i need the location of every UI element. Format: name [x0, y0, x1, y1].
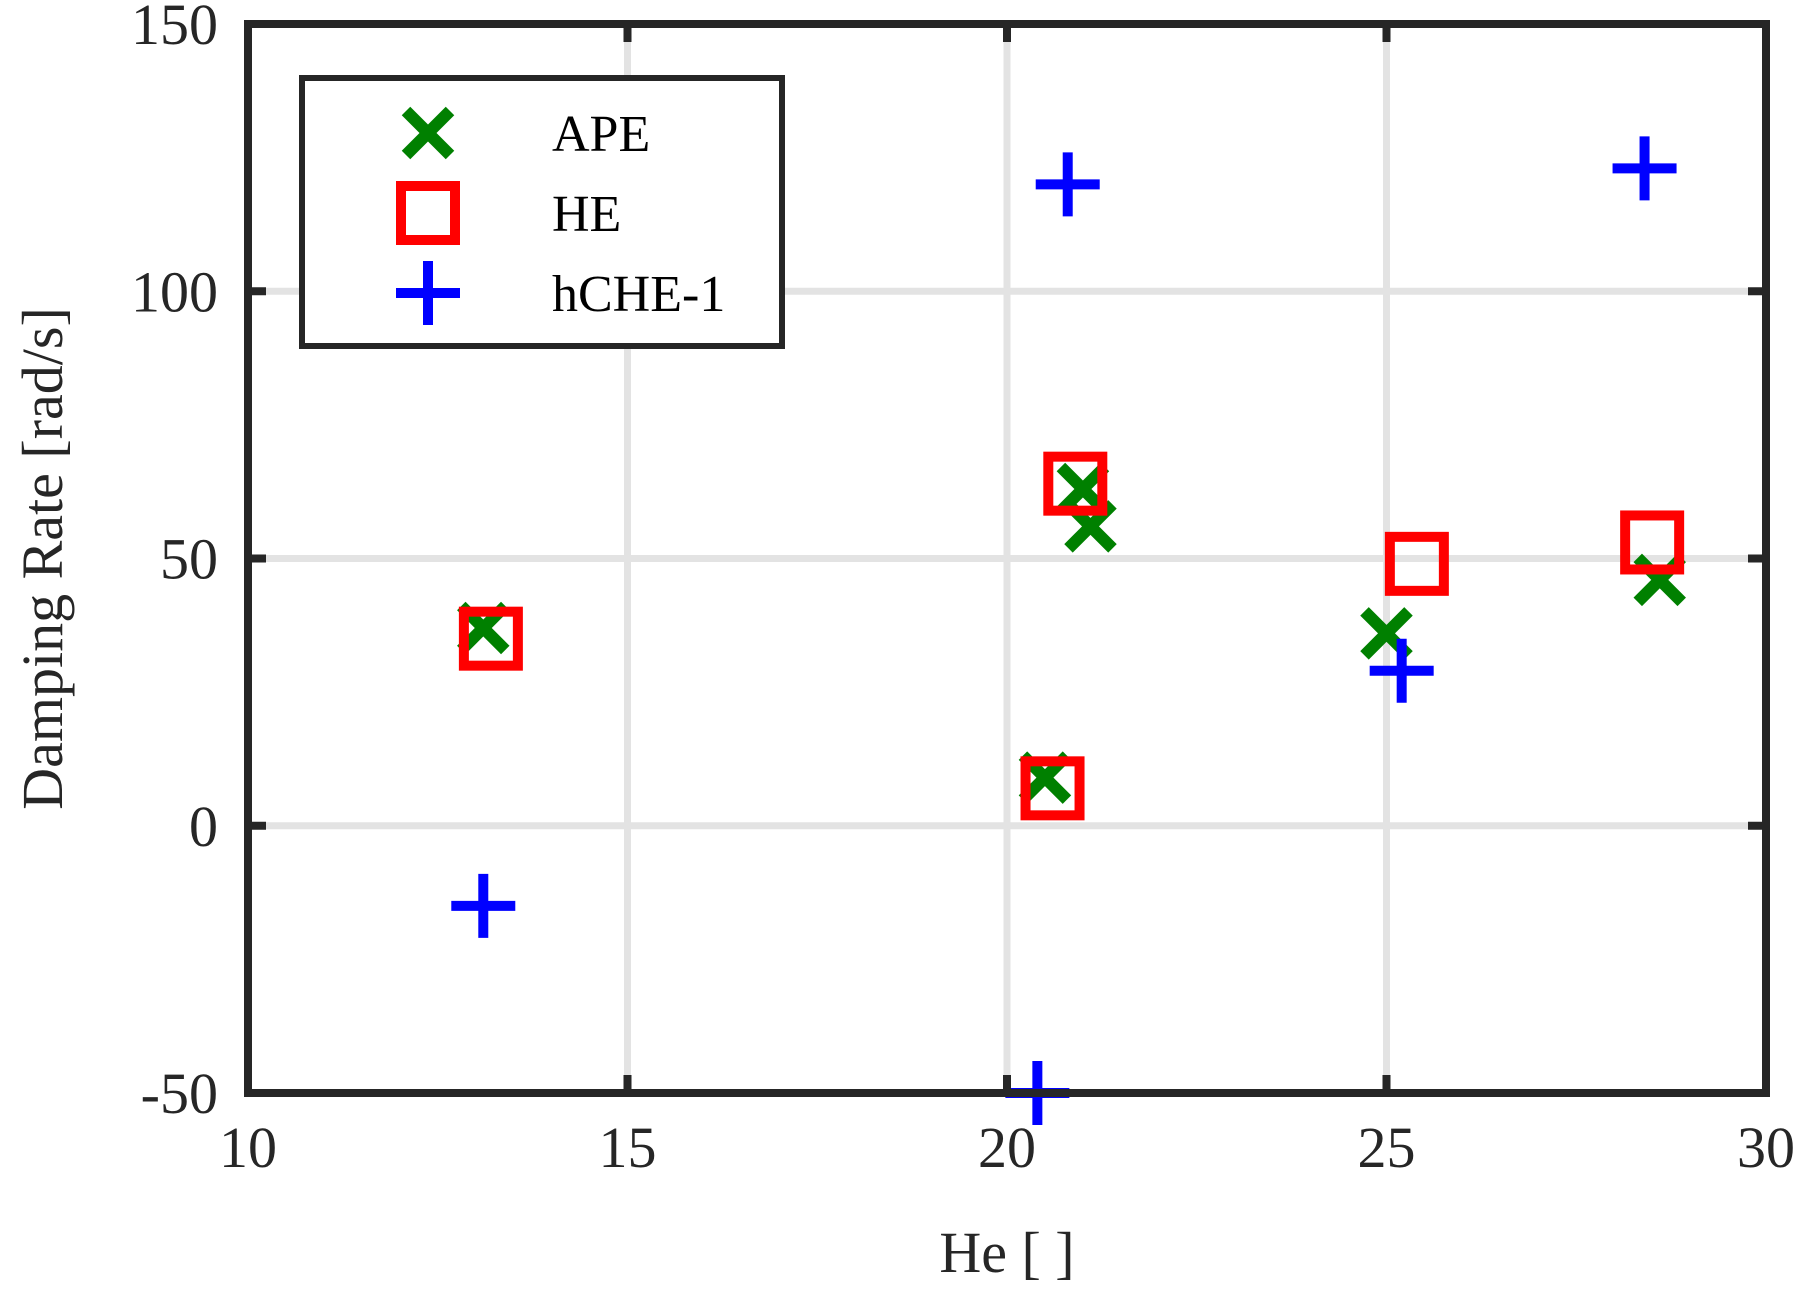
- point-he: [458, 606, 523, 671]
- x-tick-label: 25: [1358, 1115, 1416, 1180]
- x-axis-label: He [ ]: [939, 1220, 1074, 1285]
- point-hche-1: [451, 873, 516, 938]
- y-tick-labels: -50 0 50 100 150: [131, 0, 218, 1126]
- x-tick-label: 20: [978, 1115, 1036, 1180]
- axis-ticks: [244, 20, 1770, 1097]
- point-he: [1020, 756, 1085, 821]
- x-tick-label: 10: [219, 1115, 277, 1180]
- point-hche-1: [1035, 152, 1100, 217]
- x-tick-label: 30: [1737, 1115, 1795, 1180]
- point-he: [1043, 451, 1108, 516]
- data-markers: [451, 136, 1686, 1125]
- y-axis-label: Damping Rate [rad/s]: [10, 307, 75, 810]
- point-he: [1620, 510, 1685, 575]
- legend-marker-he: [396, 181, 460, 245]
- x-tick-label: 15: [599, 1115, 657, 1180]
- y-tick-label: 50: [160, 527, 218, 592]
- legend: APE HE hCHE-1: [299, 75, 785, 349]
- legend-box: [299, 75, 785, 349]
- y-tick-label: -50: [141, 1061, 218, 1126]
- legend-marker-ape: [401, 106, 455, 160]
- point-hche-1: [1369, 638, 1434, 703]
- y-tick-label: 100: [131, 259, 218, 324]
- legend-marker-hche-1: [396, 261, 460, 325]
- legend-label-ape: APE: [552, 106, 650, 163]
- legend-entries: APE HE hCHE-1: [396, 106, 725, 325]
- y-tick-label: 0: [189, 794, 218, 859]
- x-tick-labels: 10 15 20 25 30: [219, 1115, 1795, 1180]
- y-tick-label: 150: [131, 0, 218, 57]
- legend-label-he: HE: [552, 186, 621, 243]
- point-hche-1: [1612, 136, 1677, 201]
- point-he: [1384, 531, 1449, 596]
- legend-label-hche-1: hCHE-1: [552, 266, 725, 323]
